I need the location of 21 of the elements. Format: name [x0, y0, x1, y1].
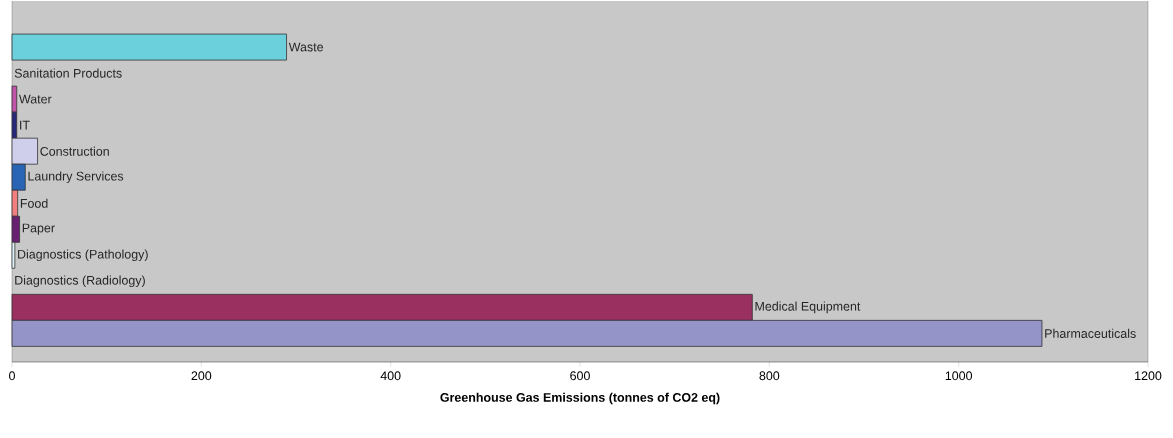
- y-tick-label: Pharmaceuticals: [1045, 328, 1136, 338]
- bar: [11, 33, 287, 61]
- y-tick-label: Construction: [40, 146, 109, 156]
- y-tick-label: Waste: [288, 42, 324, 52]
- x-axis-title: Greenhouse Gas Emissions (tonnes of CO2 eq): [440, 392, 720, 405]
- x-tick-label: 600: [570, 371, 590, 381]
- y-tick-label: Sanitation Products: [14, 68, 122, 78]
- y-tick-label: Laundry Services: [28, 171, 124, 184]
- y-tick-label: IT: [20, 120, 30, 130]
- x-tick-label: 0: [9, 371, 15, 381]
- x-tick-label: 1000: [945, 371, 973, 381]
- y-tick-label: Paper: [22, 223, 55, 235]
- y-tick-label: Diagnostics (Radiology): [15, 275, 145, 288]
- y-tick-label: Medical Equipment: [755, 301, 861, 314]
- y-tick-label: Food: [20, 198, 48, 208]
- x-tick-label: 200: [191, 371, 212, 381]
- y-tick-label: Water: [19, 94, 52, 104]
- x-tick-label: 1200: [1135, 371, 1162, 381]
- x-tick-label: 400: [380, 371, 401, 381]
- x-tick-label: 800: [759, 371, 780, 381]
- y-tick-label: Diagnostics (Pathology): [18, 249, 148, 262]
